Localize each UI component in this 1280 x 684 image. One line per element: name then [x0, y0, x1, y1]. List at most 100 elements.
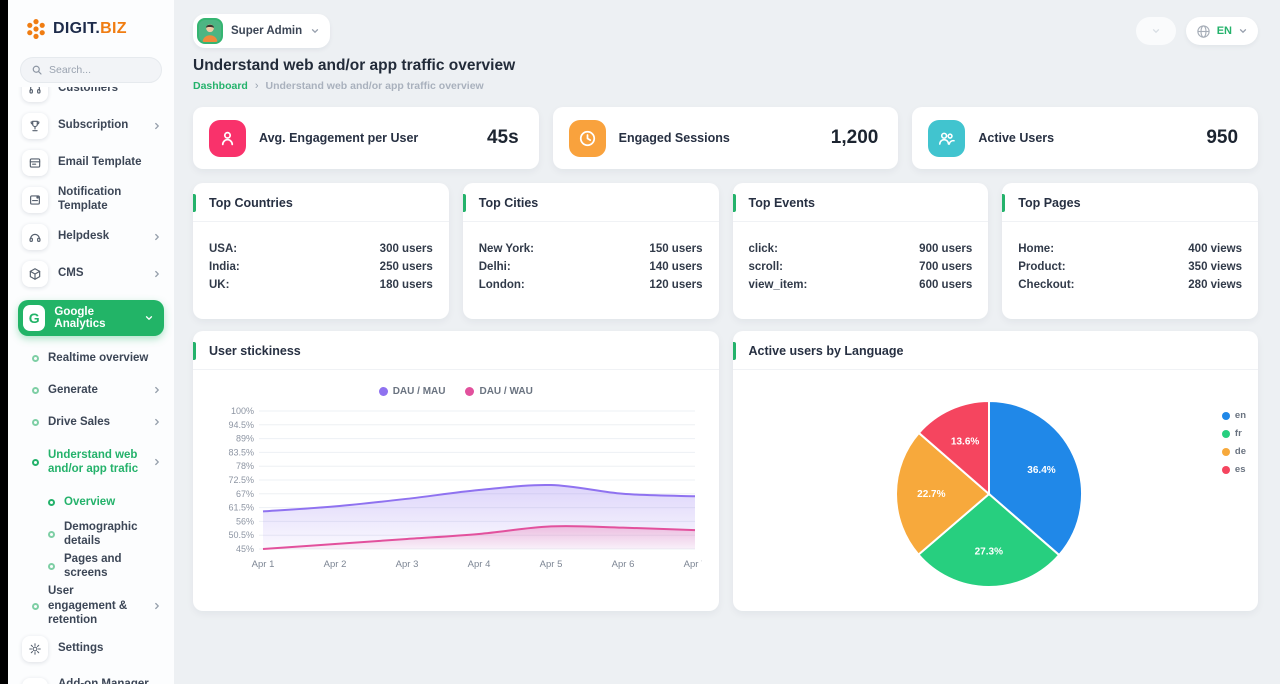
legend-dot	[1221, 465, 1230, 474]
list-row: USA: 300 users	[209, 240, 433, 258]
list-row-value: 250 users	[379, 261, 433, 273]
sidebar-subitem-label: Demographic details	[64, 520, 138, 547]
bullet-icon	[32, 386, 39, 394]
list-card-top-cities: Top Cities New York: 150 users Delhi: 140 us…	[462, 183, 719, 319]
user-avatar	[197, 18, 223, 44]
legend-label: fr	[1234, 428, 1242, 439]
legend-label: en	[1234, 410, 1246, 421]
sidebar-item-helpdesk[interactable]: Helpdesk	[18, 218, 164, 255]
user-menu[interactable]: Super Admin	[193, 14, 331, 48]
sidebar-item-google-analytics[interactable]: G Google Analytics	[18, 300, 164, 336]
pie-chart-body: 36.4% 27.3% 22.7% 13.6% en fr de es	[733, 370, 1259, 611]
stat-value: 950	[1206, 127, 1239, 148]
accent-bar	[193, 342, 196, 360]
topbar: Super Admin EN	[193, 14, 1258, 48]
accent-bar	[462, 194, 466, 212]
trophy-icon	[22, 112, 48, 139]
legend-item-dau-mau[interactable]: DAU / MAU	[378, 386, 446, 397]
globe-icon	[1196, 24, 1211, 39]
legend-item-en[interactable]: en	[1221, 410, 1246, 421]
sidebar-subitem-overview[interactable]: Overview	[18, 486, 164, 518]
sidebar-subitem-label: Drive Sales	[48, 415, 111, 428]
sidebar-subitem-realtime-overview[interactable]: Realtime overview	[18, 342, 164, 374]
sidebar-item-label: CMS	[58, 266, 84, 279]
users-icon	[928, 119, 966, 157]
accent-bar	[732, 342, 736, 360]
sidebar-item-labelwrap: Settings	[58, 642, 103, 655]
accent-bar	[193, 194, 196, 212]
sidebar-subitem-drive-sales[interactable]: Drive Sales	[18, 406, 164, 438]
list-card-top-pages: Top Pages Home: 400 views Product: 350 views…	[1002, 183, 1258, 319]
list-row-value: 140 users	[649, 261, 703, 273]
svg-text:13.6%: 13.6%	[950, 437, 978, 448]
language-selector[interactable]: EN	[1185, 17, 1258, 45]
list-row-label: New York:	[478, 243, 534, 255]
bullet-icon	[32, 458, 39, 466]
list-row-label: view_item:	[748, 279, 808, 291]
chevron-right-icon	[152, 269, 162, 279]
card-title: User stickiness	[193, 331, 719, 370]
list-row-label: scroll:	[748, 261, 784, 273]
sidebar-item-notification-template[interactable]: Notification Template	[18, 181, 164, 218]
stat-cards-row: Avg. Engagement per User 45s Engaged Sessi…	[193, 107, 1259, 169]
svg-text:Apr 2: Apr 2	[324, 559, 347, 570]
bullet-icon	[48, 498, 55, 506]
list-row-value: 700 users	[919, 261, 973, 273]
legend-item-fr[interactable]: fr	[1221, 428, 1246, 439]
list-card-body: USA: 300 users India: 250 users UK: 180 users	[193, 222, 449, 294]
legend-item-es[interactable]: es	[1221, 464, 1246, 475]
sidebar-subitem-understand-web-and-or-app-trafic[interactable]: Understand web and/or app trafic	[18, 438, 164, 486]
list-card-top-countries: Top Countries USA: 300 users India: 250 user…	[193, 183, 449, 319]
sidebar-item-settings[interactable]: Settings	[18, 630, 164, 668]
bullet-icon	[32, 418, 39, 426]
breadcrumb-dashboard[interactable]: Dashboard	[193, 80, 248, 92]
list-row: New York: 150 users	[479, 240, 703, 258]
language-pie-card: Active users by Language 36.4% 27.3% 22.7%…	[732, 331, 1259, 611]
sidebar-search[interactable]	[20, 57, 162, 83]
svg-text:67%: 67%	[236, 489, 254, 499]
sidebar-subitem-pages-and-screens[interactable]: Pages and screens	[18, 550, 164, 582]
sidebar-subitem-demographic-details[interactable]: Demographic details	[18, 518, 164, 550]
stat-card-active-users: Active Users 950	[912, 107, 1259, 169]
accent-bar	[732, 194, 736, 212]
list-row: click: 900 users	[749, 240, 973, 258]
brand-logo: DIGIT.BIZ	[8, 10, 174, 48]
bullet-icon	[32, 354, 39, 362]
sidebar-item-email-template[interactable]: Email Template	[18, 144, 164, 181]
list-card-body: Home: 400 views Product: 350 views Checkout:…	[1002, 222, 1258, 294]
gear-icon	[22, 636, 48, 662]
google-analytics-icon: G	[23, 305, 46, 331]
sidebar-item-label: Add-on Manager	[58, 677, 149, 684]
sidebar-subitem-user-engagement-retention[interactable]: User engagement & retention	[18, 582, 164, 630]
sidebar-item-add-on-manager[interactable]: Add-on ManagerPremium	[18, 668, 164, 684]
legend-label: es	[1234, 464, 1246, 475]
sidebar-item-labelwrap: Add-on ManagerPremium	[58, 678, 149, 684]
accent-bar	[1002, 194, 1006, 212]
list-row-label: Home:	[1018, 243, 1055, 255]
main-content: Super Admin EN	[174, 0, 1280, 684]
sidebar-item-customers[interactable]: Customers	[18, 87, 164, 107]
legend-label: DAU / MAU	[392, 386, 446, 397]
sidebar-item-subscription[interactable]: Subscription	[18, 107, 164, 144]
breadcrumb-current: Understand web and/or app traffic overvi…	[265, 80, 484, 92]
sidebar-item-label: Subscription	[58, 118, 129, 131]
legend-item-de[interactable]: de	[1221, 446, 1246, 457]
sidebar-subitem-generate[interactable]: Generate	[18, 374, 164, 406]
chevron-right-icon	[152, 457, 162, 467]
sidebar-item-cms[interactable]: CMS	[18, 255, 164, 292]
svg-text:36.4%: 36.4%	[1027, 465, 1055, 476]
stat-card-engaged-sessions: Engaged Sessions 1,200	[552, 107, 899, 169]
person-icon	[209, 119, 246, 157]
search-input[interactable]	[49, 64, 151, 76]
list-row: scroll: 700 users	[749, 258, 973, 276]
legend-dot	[1221, 411, 1230, 420]
list-row-value: 900 users	[919, 243, 973, 255]
legend-dot	[465, 387, 475, 396]
legend-label: DAU / WAU	[479, 386, 533, 397]
legend-item-dau-wau[interactable]: DAU / WAU	[465, 386, 533, 397]
stat-value: 45s	[486, 127, 519, 148]
list-card-title: Top Cities	[478, 196, 539, 210]
sidebar-item-label: Customers	[58, 87, 119, 94]
topbar-extra-button[interactable]	[1135, 17, 1176, 45]
